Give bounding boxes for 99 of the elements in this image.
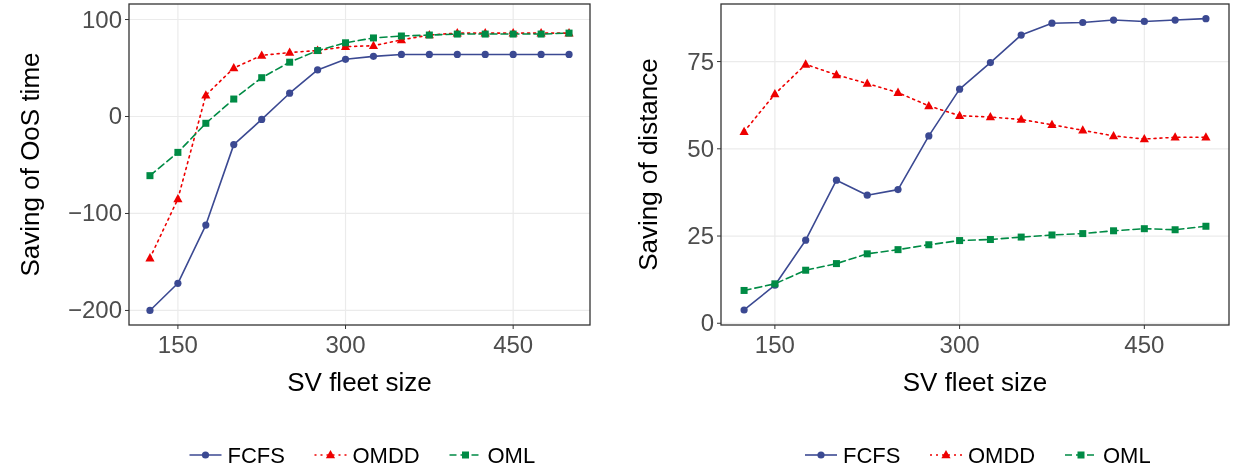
legend-label: OMDD [968,443,1036,468]
point [286,58,294,66]
point [1048,19,1056,27]
point [802,236,810,244]
legend-label: OML [1103,443,1151,468]
point [425,50,433,59]
point [1140,225,1148,233]
point [1079,18,1087,27]
point [286,89,294,97]
point [831,69,842,79]
point [802,266,810,274]
point [1048,231,1056,239]
point [955,110,965,119]
point [173,193,183,203]
point [1017,31,1025,39]
point [1109,16,1118,24]
point [739,126,749,135]
point [1078,125,1088,134]
point [1016,114,1026,123]
point [1140,17,1148,26]
y-tick-label: −200 [67,296,122,324]
point [832,176,841,184]
point [202,221,210,229]
y-axis-title: Saving of distance [633,58,663,271]
point [174,279,182,287]
point [313,66,322,74]
point [481,50,489,59]
point [257,50,267,59]
point [258,74,266,82]
legend-label: FCFS [843,443,901,468]
point [770,89,780,98]
y-axis-title: Saving of OoS time [15,52,45,277]
y-tick-label: 100 [81,5,122,33]
point [341,55,350,63]
point [863,191,871,199]
legend-label: FCFS [227,443,285,468]
point [956,237,964,245]
point [832,260,840,268]
point [1202,15,1210,23]
x-tick-label: 150 [157,331,198,358]
y-tick-label: 0 [108,102,122,130]
point [956,85,964,93]
point [893,87,903,96]
x-tick-label: 300 [325,331,366,358]
point [894,186,902,194]
point [1201,132,1211,141]
point [1047,119,1057,129]
point [740,286,748,294]
point [925,132,933,140]
point [986,236,994,244]
point [453,50,461,59]
x-tick-label: 300 [939,331,980,358]
point [863,250,871,258]
point [894,246,902,254]
point [1139,134,1149,143]
y-tick-label: 0 [700,309,714,337]
point [1017,233,1025,241]
x-tick-label: 450 [1124,331,1165,358]
point [925,241,933,249]
y-tick-label: 25 [687,222,714,250]
point [174,148,182,156]
legend-label: OML [487,443,536,468]
point [986,59,994,67]
point [368,40,379,49]
x-axis-title: SV fleet size [902,367,1048,397]
point [285,47,295,56]
point [397,32,405,40]
point [565,50,573,59]
y-tick-label: 75 [687,47,714,75]
point [509,50,517,59]
legend-label: OMDD [352,443,420,468]
point [862,78,872,87]
point [985,112,995,121]
point [537,50,545,59]
y-tick-label: −100 [67,199,122,227]
point [1171,16,1179,24]
point [801,59,811,68]
point [1170,132,1180,141]
point [1202,222,1210,230]
point [202,119,210,127]
point [230,141,238,149]
point [1079,230,1087,238]
point [1110,227,1118,235]
point [1108,130,1119,140]
point [229,63,239,72]
point [146,306,154,315]
point [258,115,266,124]
x-axis-title: SV fleet size [287,367,432,397]
point [740,306,748,314]
point [1171,226,1179,234]
point [397,50,406,59]
y-tick-label: 50 [687,134,714,162]
x-tick-label: 150 [754,331,795,358]
point [146,172,154,180]
point [369,52,378,60]
point [369,34,377,42]
x-tick-label: 450 [493,331,534,358]
point [230,95,238,103]
point [924,100,934,110]
